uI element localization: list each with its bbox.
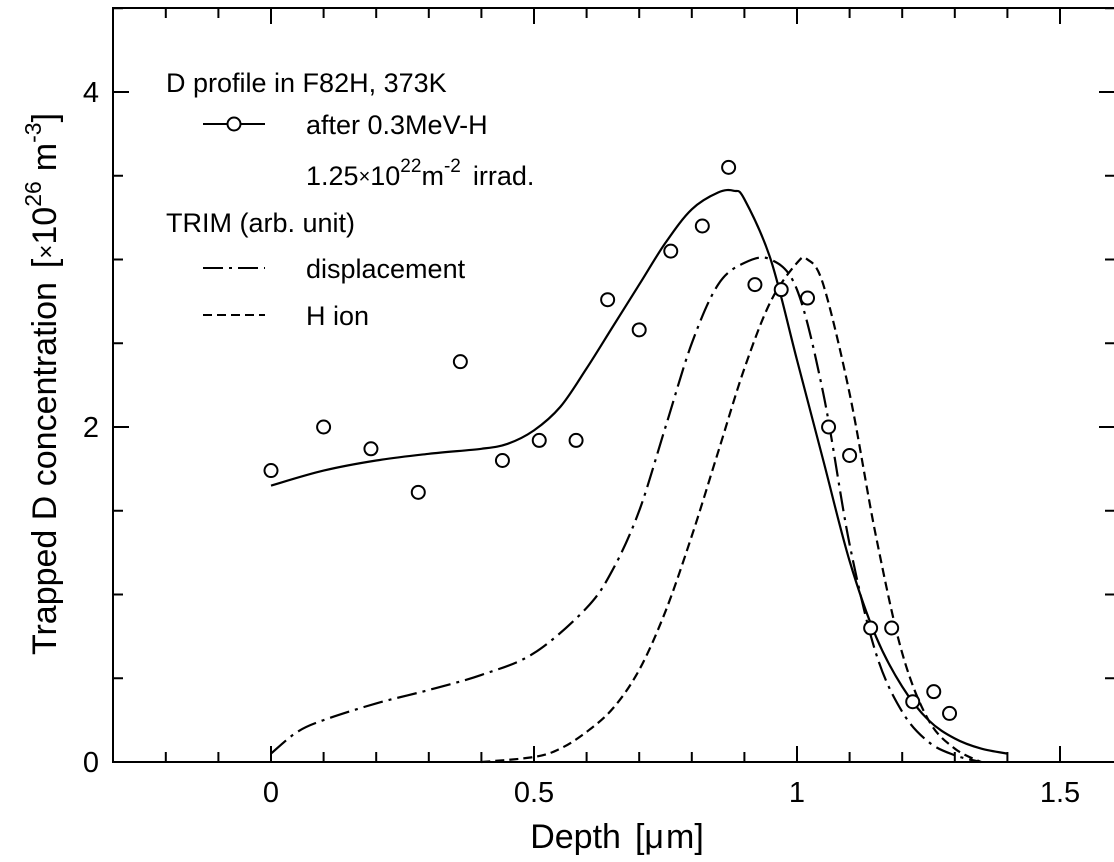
data-point bbox=[747, 277, 763, 293]
legend-header: D profile in F82H, 373K bbox=[166, 68, 447, 98]
x-tick-label: 1 bbox=[789, 777, 805, 809]
data-point bbox=[905, 694, 921, 710]
data-point bbox=[531, 432, 547, 448]
y-tick-label: 4 bbox=[83, 77, 99, 109]
legend-displacement-label: displacement bbox=[306, 254, 466, 284]
data-point bbox=[821, 419, 837, 435]
data-point bbox=[926, 684, 942, 700]
data-point bbox=[863, 620, 879, 636]
x-tick-label: 0 bbox=[263, 777, 279, 809]
data-point bbox=[316, 419, 332, 435]
series-layer bbox=[263, 159, 1008, 764]
data-point bbox=[600, 292, 616, 308]
y-tick-label: 0 bbox=[83, 747, 99, 779]
data-point bbox=[663, 243, 679, 259]
data-point bbox=[568, 432, 584, 448]
x-tick-label: 0.5 bbox=[514, 777, 554, 809]
data-point bbox=[631, 322, 647, 338]
legend-measured-line2: 1.25×1022m-2 irrad. bbox=[306, 156, 534, 191]
y-axis-title: Trapped D concentration[×1026m-3] bbox=[20, 113, 64, 655]
data-point bbox=[410, 484, 426, 500]
legend-trim-header: TRIM (arb. unit) bbox=[166, 208, 355, 238]
data-point bbox=[263, 463, 279, 479]
legend-measured-line1: after 0.3MeV-H bbox=[306, 110, 488, 140]
data-point bbox=[800, 290, 816, 306]
data-point bbox=[363, 441, 379, 457]
data-point bbox=[452, 354, 468, 370]
x-tick-label: 1.5 bbox=[1040, 777, 1080, 809]
data-point bbox=[942, 705, 958, 721]
series-line-dashed bbox=[481, 256, 982, 764]
x-axis-title: Depth [μm] bbox=[530, 818, 704, 856]
data-point bbox=[884, 620, 900, 636]
y-tick-label: 2 bbox=[83, 412, 99, 444]
legend: D profile in F82H, 373K after 0.3MeV-H 1… bbox=[166, 68, 534, 331]
axis-ticks: 0 0.5 1 1.5 0 2 4 bbox=[83, 7, 1114, 809]
series-line-dash-dot bbox=[270, 256, 982, 764]
data-point bbox=[721, 159, 737, 175]
data-point bbox=[842, 447, 858, 463]
plot-frame bbox=[112, 7, 1114, 763]
data-point bbox=[494, 453, 510, 468]
series-line-solid bbox=[270, 188, 1008, 755]
legend-measured-marker bbox=[226, 116, 242, 132]
legend-hion-label: H ion bbox=[306, 301, 369, 331]
data-point bbox=[773, 282, 789, 298]
data-point bbox=[694, 218, 710, 234]
